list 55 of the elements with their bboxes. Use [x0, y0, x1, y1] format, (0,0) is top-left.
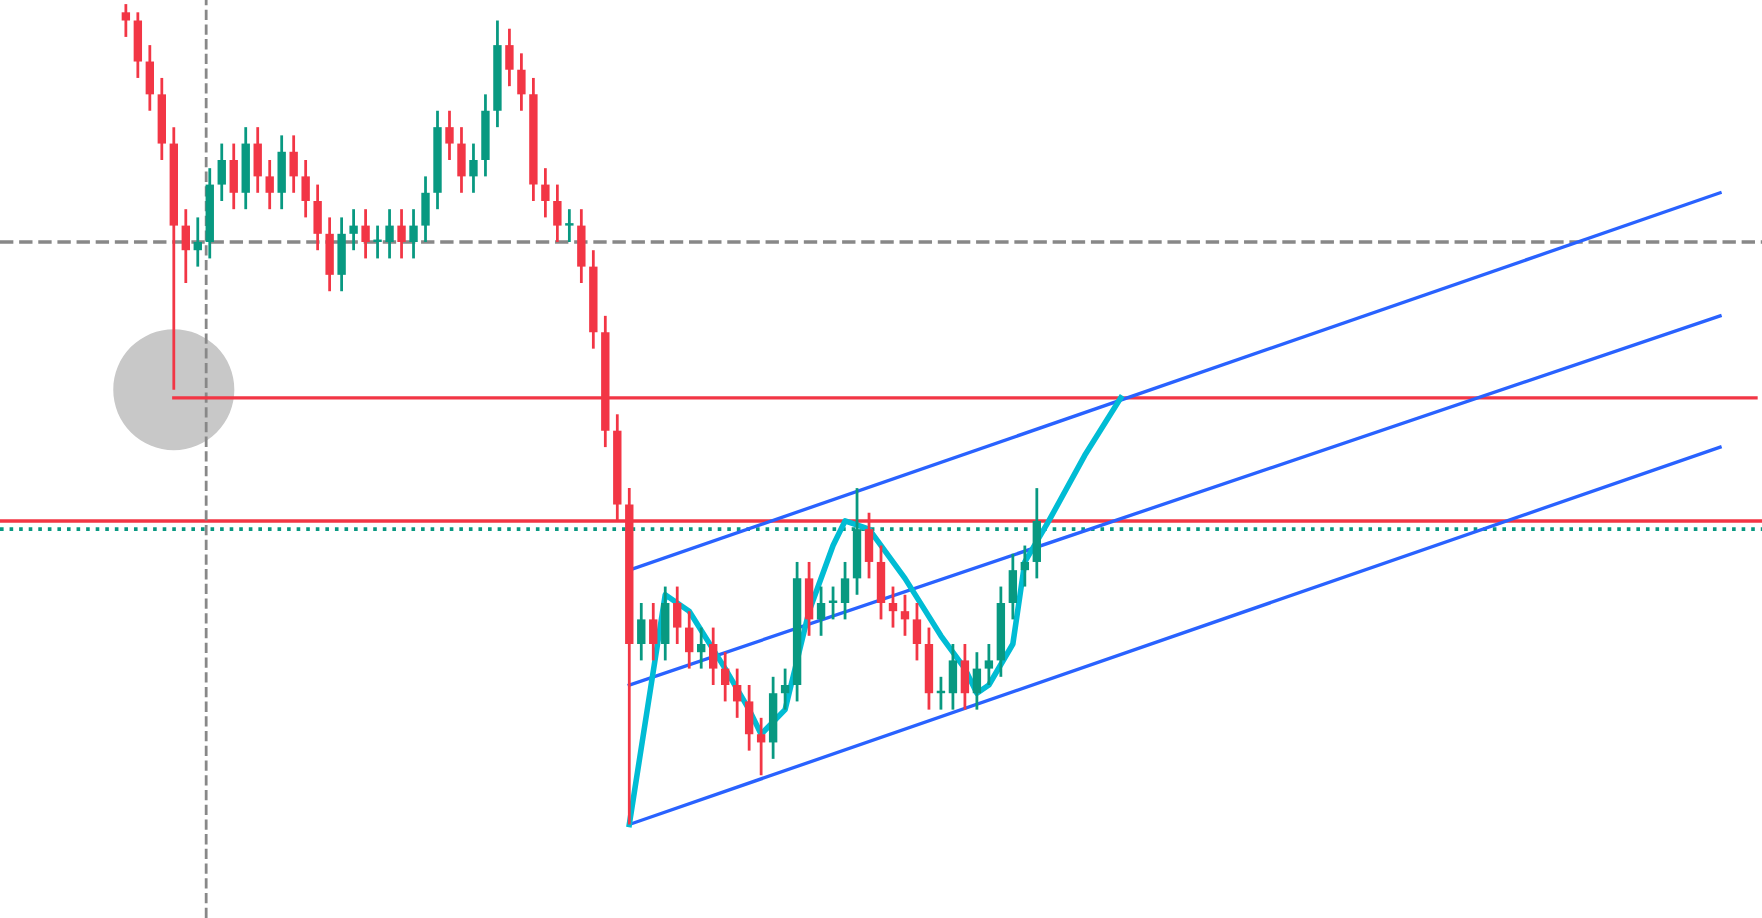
- candlestick: [505, 27, 514, 88]
- candlestick: [253, 125, 262, 195]
- candlestick: [193, 216, 202, 269]
- candlestick: [732, 667, 742, 720]
- candlestick: [888, 585, 898, 629]
- candlestick: [469, 142, 478, 195]
- candlestick: [1032, 486, 1042, 580]
- candlestick: [217, 142, 226, 203]
- candlestick: [553, 183, 562, 244]
- candlestick: [289, 133, 298, 195]
- candlestick: [133, 10, 143, 80]
- candlestick: [697, 626, 706, 670]
- candlestick: [912, 601, 922, 662]
- candlestick: [565, 207, 574, 244]
- candlestick: [409, 207, 418, 260]
- candlestick: [948, 642, 958, 712]
- candlestick: [984, 642, 994, 687]
- candlestick: [876, 544, 886, 621]
- candlestick: [517, 51, 526, 113]
- candlestick: [265, 158, 274, 211]
- candlestick: [780, 667, 790, 712]
- candlestick: [541, 166, 550, 219]
- candlestick: [661, 585, 670, 662]
- candlestick: [840, 560, 850, 621]
- candlestick: [397, 207, 406, 260]
- candlestick: [349, 207, 358, 252]
- candlestick: [577, 207, 586, 285]
- candlestick: [325, 216, 334, 293]
- candlestick: [361, 207, 370, 260]
- candlestick: [277, 133, 286, 211]
- candlestick: [313, 183, 322, 252]
- candlestick: [121, 2, 131, 39]
- candlestick: [720, 650, 730, 703]
- candlestick: [804, 560, 814, 638]
- candlestick: [337, 216, 346, 293]
- candlestick: [816, 585, 826, 638]
- candlestick: [229, 142, 238, 211]
- candlestick: [301, 158, 310, 219]
- candlestick: [445, 109, 454, 162]
- candlestick: [900, 593, 910, 638]
- candlestick: [1008, 552, 1018, 621]
- candlestick: [960, 642, 970, 712]
- candlestick: [744, 683, 754, 753]
- candlestick: [709, 626, 718, 687]
- candlestick: [649, 601, 658, 662]
- candlestick: [181, 207, 190, 285]
- candlestick: [673, 585, 682, 646]
- candlestick: [457, 125, 466, 195]
- candlestick: [637, 601, 646, 662]
- candlestick: [421, 174, 430, 244]
- candlestick: [756, 716, 766, 777]
- candlestick: [145, 43, 155, 113]
- candlestick: [972, 650, 982, 712]
- candlestick: [1020, 544, 1030, 588]
- candlestick: [685, 609, 694, 670]
